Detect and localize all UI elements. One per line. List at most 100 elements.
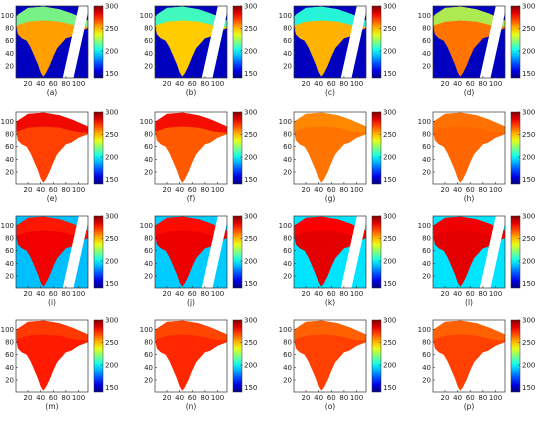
- y-tick-label: 60: [422, 143, 431, 151]
- north-field: [433, 6, 505, 27]
- y-tick-label: 100: [140, 326, 153, 334]
- y-tick-label: 20: [144, 63, 153, 71]
- axes-frame: [432, 111, 506, 185]
- north-field: [155, 6, 227, 27]
- colorbar-tick-label: 250: [105, 339, 118, 347]
- x-tick-label: 60: [49, 186, 58, 194]
- y-tick-label: 40: [144, 156, 153, 164]
- x-tick-label: 100: [350, 186, 363, 194]
- north-field: [433, 216, 505, 237]
- y-tick-label: 20: [144, 169, 153, 177]
- colorbar-tick-label: 150: [383, 280, 396, 288]
- axes-frame: [15, 111, 89, 185]
- swath-gap: [479, 6, 505, 78]
- y-tick-label: 80: [144, 131, 153, 139]
- x-tick-label: 20: [24, 80, 33, 88]
- colorbar-tick-label: 300: [105, 317, 118, 325]
- y-tick-label: 20: [283, 273, 292, 281]
- y-tick-label: 100: [140, 118, 153, 126]
- colorbar-tick-label: 300: [522, 317, 535, 325]
- colorbar-tick-label: 200: [244, 258, 257, 266]
- x-tick-label: 80: [200, 80, 209, 88]
- y-tick-label: 100: [418, 326, 431, 334]
- y-tick-label: 20: [5, 377, 14, 385]
- axes-frame: [154, 111, 228, 185]
- x-tick-label: 40: [314, 80, 323, 88]
- colorbar-tick-label: 200: [105, 258, 118, 266]
- colorbar-tick-label: 150: [105, 70, 118, 78]
- colorbar-tick-label: 200: [105, 362, 118, 370]
- swath-gap: [62, 6, 88, 78]
- y-tick-label: 60: [283, 351, 292, 359]
- axes-frame: [154, 319, 228, 393]
- y-tick-label: 20: [5, 63, 14, 71]
- colorbar-tick-label: 150: [105, 384, 118, 392]
- colorbar: [232, 319, 243, 393]
- colorbar: [232, 5, 243, 79]
- colorbar-tick-label: 300: [105, 109, 118, 117]
- y-tick-label: 80: [144, 235, 153, 243]
- x-tick-label: 40: [175, 80, 184, 88]
- y-tick-label: 80: [422, 25, 431, 33]
- y-tick-label: 80: [283, 25, 292, 33]
- y-tick-label: 80: [283, 235, 292, 243]
- panel-label: (i): [48, 298, 56, 307]
- north-field: [16, 320, 88, 341]
- panel-label: (n): [186, 402, 197, 411]
- x-tick-label: 80: [478, 186, 487, 194]
- y-tick-label: 20: [5, 273, 14, 281]
- y-tick-label: 60: [5, 143, 14, 151]
- y-tick-label: 20: [144, 377, 153, 385]
- axes-frame: [293, 319, 367, 393]
- x-tick-label: 40: [453, 80, 462, 88]
- north-field: [433, 320, 505, 341]
- colorbar-tick-label: 150: [244, 70, 257, 78]
- x-tick-label: 20: [441, 80, 450, 88]
- x-tick-label: 60: [327, 394, 336, 402]
- x-tick-label: 40: [36, 80, 45, 88]
- swath-gap: [201, 216, 227, 288]
- axes-frame: [432, 215, 506, 289]
- x-tick-label: 20: [302, 80, 311, 88]
- x-tick-label: 60: [188, 394, 197, 402]
- x-tick-label: 80: [339, 80, 348, 88]
- colorbar: [371, 319, 382, 393]
- x-tick-label: 80: [61, 186, 70, 194]
- colorbar-tick-label: 200: [383, 48, 396, 56]
- y-tick-label: 80: [5, 339, 14, 347]
- colorbar-tick-label: 300: [383, 3, 396, 11]
- x-tick-label: 60: [188, 290, 197, 298]
- y-tick-label: 20: [422, 377, 431, 385]
- y-tick-label: 80: [144, 339, 153, 347]
- y-tick-label: 100: [140, 222, 153, 230]
- north-field: [294, 216, 366, 237]
- x-tick-label: 20: [441, 394, 450, 402]
- colorbar-tick-label: 200: [522, 362, 535, 370]
- panel-label: (g): [325, 194, 336, 203]
- y-tick-label: 40: [422, 156, 431, 164]
- north-field: [433, 112, 505, 133]
- x-tick-label: 60: [327, 186, 336, 194]
- panel-label: (f): [187, 194, 196, 203]
- x-tick-label: 20: [441, 186, 450, 194]
- north-field: [16, 216, 88, 237]
- y-tick-label: 60: [5, 351, 14, 359]
- axes-frame: [15, 215, 89, 289]
- x-tick-label: 20: [441, 290, 450, 298]
- y-tick-label: 80: [422, 339, 431, 347]
- colorbar-tick-label: 300: [383, 317, 396, 325]
- y-tick-label: 20: [144, 273, 153, 281]
- colorbar-tick-label: 300: [522, 109, 535, 117]
- swath-gap: [340, 6, 366, 78]
- panel-label: (o): [325, 402, 336, 411]
- y-tick-label: 60: [144, 247, 153, 255]
- colorbar: [232, 111, 243, 185]
- swath-gap: [340, 216, 366, 288]
- x-tick-label: 100: [211, 186, 224, 194]
